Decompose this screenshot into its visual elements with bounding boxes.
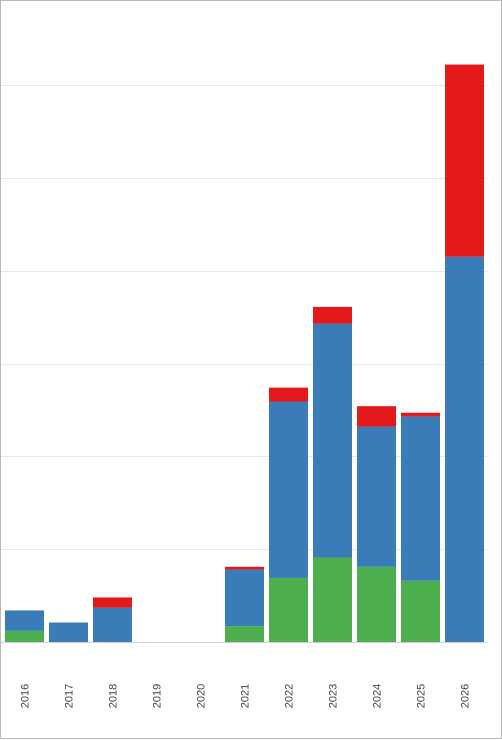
x-tick-label: 2016 (20, 684, 32, 708)
bar-segment-2016-series-2 (5, 610, 44, 631)
bars (5, 64, 484, 642)
bar-segment-2022-series-1 (269, 577, 308, 642)
x-tick-label: 2020 (196, 684, 208, 708)
bar-segment-2024-series-1 (357, 566, 396, 642)
bar-segment-2024-series-3 (357, 406, 396, 427)
bar-segment-2026-series-2 (445, 256, 484, 642)
x-tick-label: 2022 (284, 684, 296, 708)
x-tick-label: 2026 (460, 684, 472, 708)
x-tick-label: 2021 (240, 684, 252, 708)
x-tick-label: 2017 (64, 684, 76, 708)
bar-segment-2016-series-1 (5, 630, 44, 642)
bar-segment-2023-series-3 (313, 306, 352, 324)
x-tick-label: 2019 (152, 684, 164, 708)
bar-segment-2025-series-2 (401, 416, 440, 581)
bar-segment-2021-series-1 (225, 626, 264, 642)
bar-segment-2025-series-1 (401, 580, 440, 642)
bar-segment-2022-series-2 (269, 401, 308, 578)
bar-segment-2024-series-2 (357, 426, 396, 567)
gridlines (1, 85, 487, 643)
x-tick-label: 2018 (108, 684, 120, 708)
x-tick-label: 2025 (416, 684, 428, 708)
x-tick-labels: 2016 2017 2018 2019 2020 2021 2022 2023 2024 2025… (20, 684, 472, 708)
bar-segment-2022-series-3 (269, 387, 308, 402)
bar-segment-2018-series-2 (93, 607, 132, 642)
bar-segment-2026-series-3 (445, 64, 484, 257)
bar-segment-2025-series-3 (401, 412, 440, 417)
bar-segment-2023-series-1 (313, 557, 352, 642)
bar-segment-2021-series-2 (225, 569, 264, 627)
x-tick-label: 2024 (372, 684, 384, 708)
bar-segment-2018-series-3 (93, 597, 132, 608)
x-tick-label: 2023 (328, 684, 340, 708)
bar-segment-2023-series-2 (313, 323, 352, 558)
bar-segment-2021-series-3 (225, 566, 264, 570)
bar-segment-2017-series-2 (49, 622, 88, 642)
